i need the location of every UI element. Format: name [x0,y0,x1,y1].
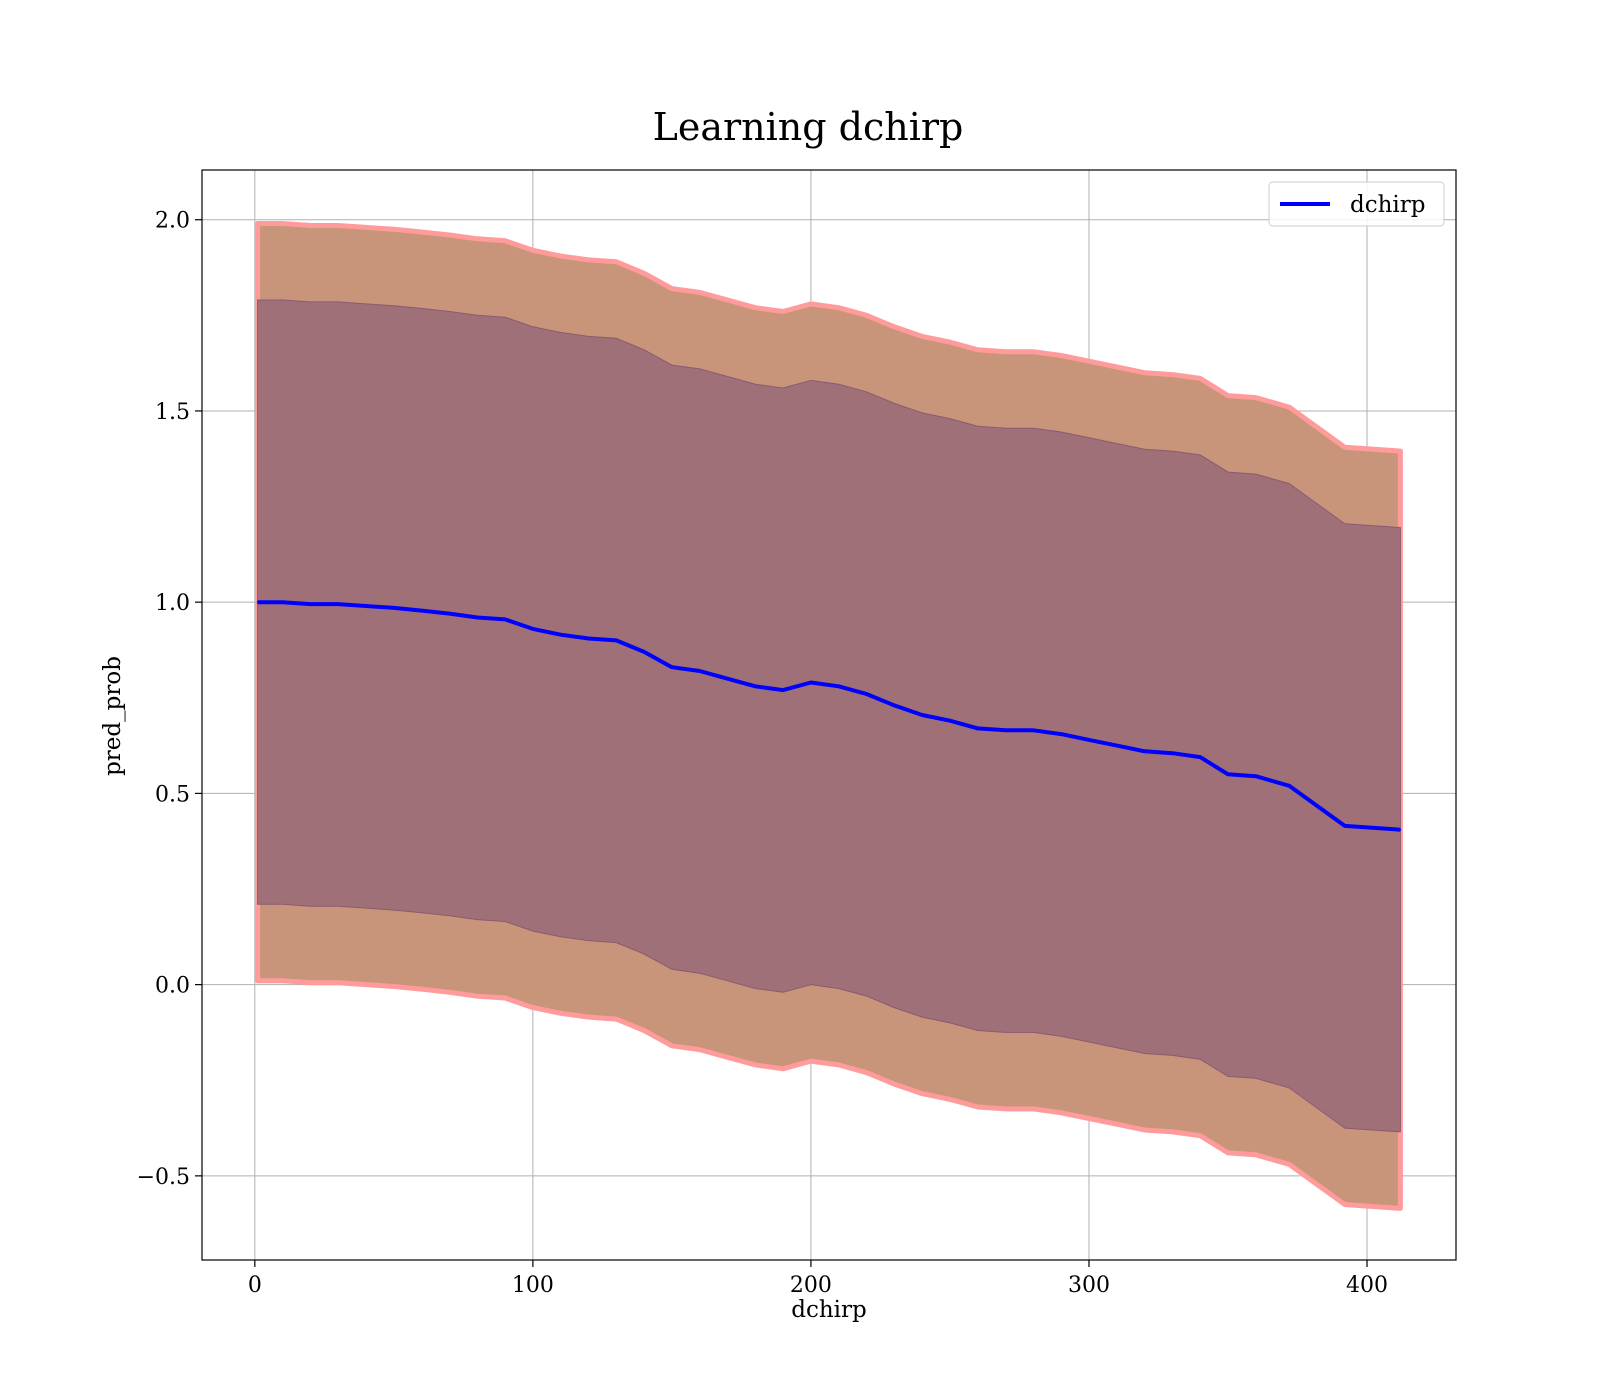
data-point [1288,784,1290,787]
data-point [671,666,673,668]
chart-title: Learning dchirp [653,105,964,149]
data-point [1399,828,1402,831]
legend-label: dchirp [1350,192,1426,218]
x-tick-label: 300 [1068,1273,1110,1298]
data-point [1115,744,1118,747]
data-point [1171,752,1174,755]
y-tick-label: 2.0 [155,209,190,234]
data-point [726,677,729,680]
x-tick-label: 100 [512,1273,554,1298]
data-point [448,612,451,615]
data-point [976,727,979,730]
data-point [643,651,645,653]
data-point [281,601,284,603]
y-axis-label: pred_prob [100,656,126,776]
y-tick-label: 1.5 [155,400,190,425]
y-tick-label: −0.5 [137,1165,190,1190]
y-tick-label: 1.0 [155,591,190,616]
legend-box [1268,181,1445,227]
data-point [1255,775,1257,777]
data-point [754,685,757,688]
y-tick-label: 0.0 [155,974,190,999]
x-axis-label: dchirp [791,1297,867,1323]
x-tick-label: 400 [1346,1273,1388,1298]
data-point [1143,750,1146,753]
data-point [1004,729,1007,732]
x-tick-label: 0 [248,1273,262,1298]
data-point [1227,773,1229,776]
y-tick-label: 0.5 [155,782,190,807]
inner-confidence-band [257,299,1401,1133]
data-point [1088,739,1090,741]
plot-frame [201,169,1457,1261]
data-point [782,689,784,691]
data-point [393,607,395,609]
data-point [698,670,701,672]
data-point [949,719,951,722]
data-point [865,693,868,695]
x-tick-label: 200 [790,1273,832,1298]
data-point [1060,733,1062,735]
y-axis: −0.5 0.0 0.5 1.0 1.5 2.0 [137,209,202,1190]
data-point [309,603,312,605]
mean-line-dchirp [257,600,1401,832]
data-point [893,704,896,707]
data-point [810,681,812,684]
data-point [504,618,506,621]
data-point [365,605,367,607]
data-point [476,616,479,619]
data-point [1199,756,1201,758]
data-point [587,637,590,640]
data-point [559,633,562,636]
data-point [337,603,340,605]
data-point [837,685,840,688]
data-point [615,639,618,642]
x-axis: 0 100 200 300 400 [248,1260,1388,1298]
data-point [1032,729,1035,732]
legend: dchirp [1268,181,1445,227]
data-point [1343,825,1346,827]
data-point [256,601,259,603]
data-point [532,628,534,630]
data-point [420,609,423,612]
series-layer [255,221,1403,1211]
data-point [921,714,923,716]
